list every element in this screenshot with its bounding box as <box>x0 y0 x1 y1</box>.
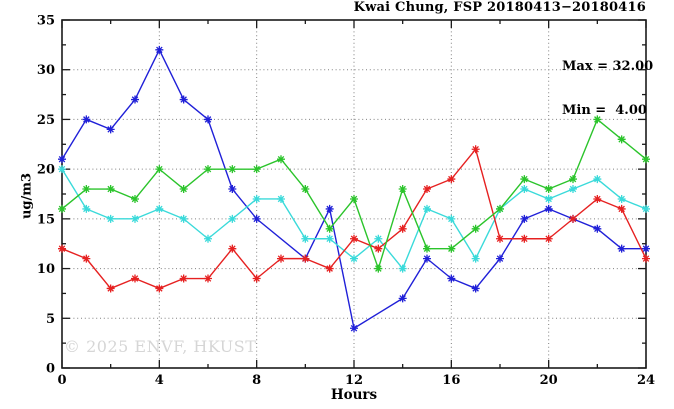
y-tick-label: 35 <box>37 14 55 29</box>
chart-title: Kwai Chung, FSP 20180413−20180416 <box>353 0 646 15</box>
y-tick-label: 20 <box>37 163 55 178</box>
x-tick-label: 4 <box>155 373 164 388</box>
x-tick-label: 24 <box>637 373 655 388</box>
max-min-annotation: Max = 32.00 Min = 4.00 <box>562 31 653 147</box>
y-tick-label: 10 <box>37 262 55 277</box>
x-tick-label: 0 <box>57 373 66 388</box>
y-tick-label: 0 <box>46 362 55 377</box>
y-tick-label: 15 <box>37 212 55 227</box>
x-tick-label: 16 <box>442 373 460 388</box>
y-axis-label: ug/m3 <box>19 172 35 220</box>
y-tick-label: 30 <box>37 63 55 78</box>
series-day-1-blue-markers <box>58 45 650 333</box>
max-value-label: Max = 32.00 <box>562 59 654 74</box>
series-day-4-green-markers <box>58 115 650 273</box>
x-tick-label: 12 <box>345 373 363 388</box>
series-day-3-red-markers <box>58 145 650 293</box>
min-value-label: Min = 4.00 <box>562 102 647 118</box>
y-tick-label: 5 <box>46 312 55 327</box>
x-tick-label: 8 <box>252 373 261 388</box>
y-tick-label: 25 <box>37 113 55 128</box>
x-tick-label: 20 <box>540 373 558 388</box>
x-axis-label: Hours <box>330 387 378 403</box>
watermark: © 2025 ENVF, HKUST <box>64 337 257 356</box>
series-day-2-cyan-markers <box>58 165 650 273</box>
